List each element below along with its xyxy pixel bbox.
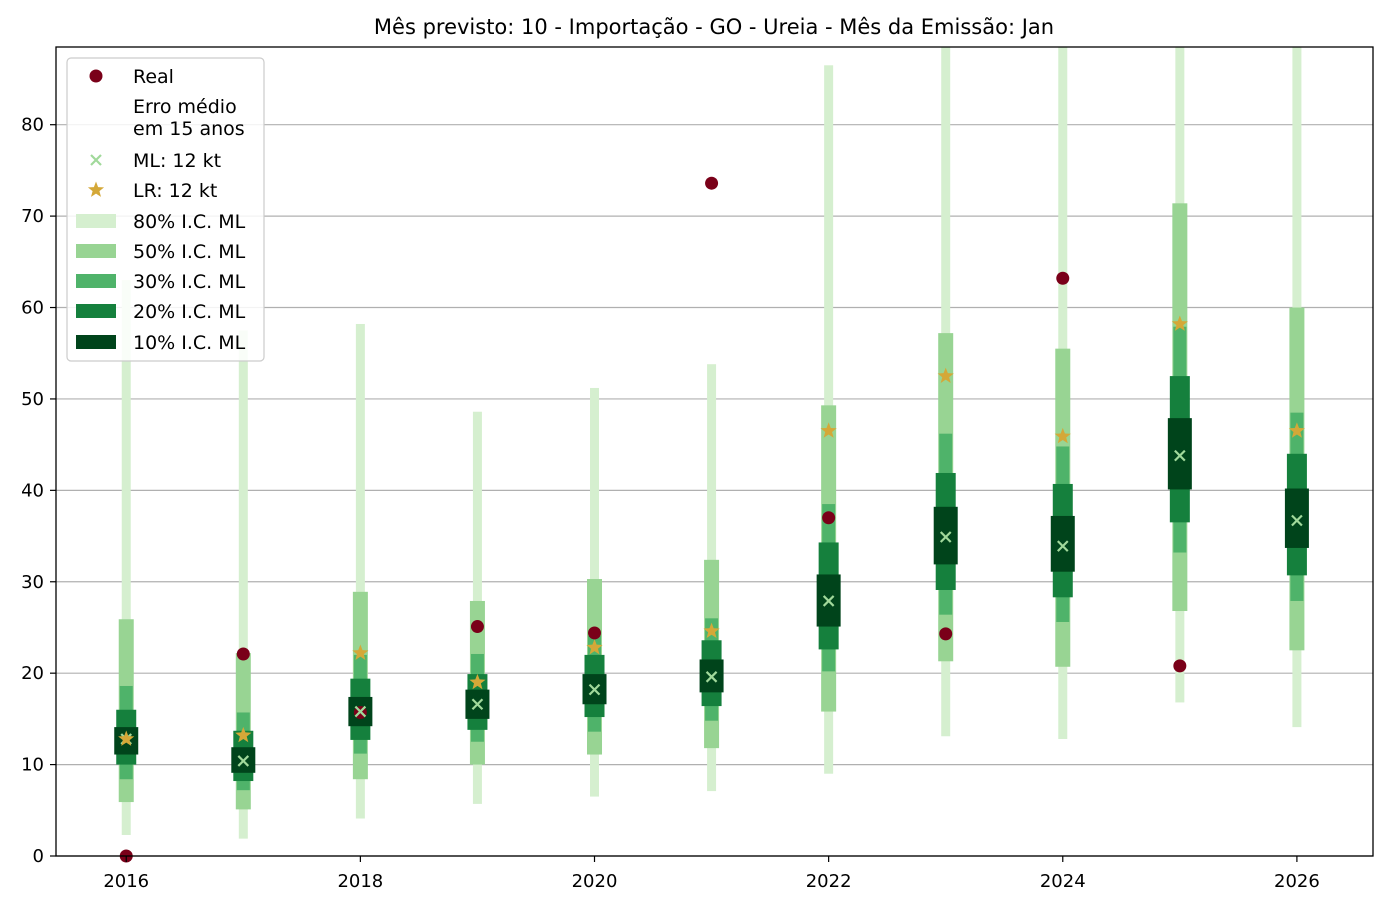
interval-1-2017	[238, 330, 248, 839]
point-star-2021	[703, 622, 720, 638]
plot-frame	[55, 46, 1374, 857]
point-star-2017	[235, 726, 252, 743]
legend-marker-ml	[90, 154, 102, 166]
legend-marker-lr	[87, 181, 105, 197]
interval-1-2016	[121, 280, 131, 835]
y-tick-label: 10	[21, 755, 44, 776]
interval-bars	[114, 47, 1309, 839]
legend-label-interval-3: 30% I.C. ML	[133, 271, 246, 293]
x-tick-label: 2016	[103, 871, 149, 892]
point-star-2024	[1054, 427, 1071, 444]
legend-label-erro-2: em 15 anos	[133, 118, 245, 140]
x-tick-label: 2026	[1274, 871, 1320, 892]
x-tick-label: 2022	[806, 871, 852, 892]
point-x-2022	[822, 595, 835, 607]
legend-label-real: Real	[133, 66, 174, 88]
point-circle-2025	[1173, 659, 1187, 673]
y-axis: 0 10 20 30 40 50 60 70 80	[21, 115, 56, 867]
y-tick-label: 50	[21, 389, 44, 410]
legend-swatch-4	[76, 304, 116, 318]
point-star-2020	[586, 639, 603, 655]
point-star-2023	[937, 367, 954, 383]
point-circle-2019	[470, 620, 484, 634]
point-star-2016	[118, 730, 135, 746]
y-tick-label: 0	[33, 846, 44, 867]
legend-swatch-2	[76, 244, 116, 258]
data-markers	[118, 176, 1305, 863]
legend-label-interval-2: 50% I.C. ML	[133, 241, 246, 263]
y-tick-label: 30	[21, 572, 44, 593]
point-x-2019	[471, 698, 484, 711]
x-tick-label: 2018	[337, 871, 383, 892]
legend-label-interval-4: 20% I.C. ML	[133, 301, 246, 323]
point-star-2026	[1288, 422, 1305, 438]
interval-5-2026	[1284, 488, 1309, 548]
point-star-2018	[352, 644, 369, 660]
point-x-2026	[1291, 514, 1303, 527]
x-tick-label: 2020	[572, 871, 618, 892]
legend-label-lr: LR: 12 kt	[133, 180, 217, 202]
y-tick-label: 60	[21, 298, 44, 319]
legend-box	[66, 57, 265, 362]
point-circle-2024	[1056, 271, 1070, 285]
interval-1-2018	[355, 323, 365, 819]
point-star-2019	[469, 673, 486, 690]
point-x-2023	[939, 531, 952, 543]
point-circle-2021	[705, 176, 719, 190]
interval-5-2025	[1167, 418, 1192, 490]
point-circle-2020	[588, 626, 602, 640]
legend-label-ml: ML: 12 kt	[133, 150, 221, 172]
legend-label-erro-1: Erro médio	[133, 96, 237, 118]
legend-label-interval-5: 10% I.C. ML	[133, 332, 246, 354]
legend-swatch-1	[76, 214, 116, 228]
point-x-2018	[354, 705, 367, 718]
point-circle-2023	[939, 627, 953, 641]
chart-title: Mês previsto: 10 - Importação - GO - Ure…	[374, 15, 1054, 39]
x-tick-label: 2024	[1040, 871, 1086, 892]
legend-swatch-3	[76, 274, 116, 288]
point-x-2024	[1056, 540, 1069, 552]
point-circle-2017	[236, 647, 250, 661]
y-tick-label: 20	[21, 663, 44, 684]
point-star-2025	[1171, 315, 1188, 331]
point-star-2022	[820, 422, 837, 438]
legend-marker-real	[89, 69, 103, 83]
y-tick-label: 70	[21, 206, 44, 227]
point-x-2020	[588, 683, 601, 696]
legend-swatch-5	[76, 335, 116, 349]
point-x-2021	[705, 671, 718, 683]
interval-5-2024	[1050, 515, 1075, 572]
point-x-2017	[237, 755, 250, 767]
y-tick-label: 40	[21, 480, 44, 501]
legend-label-interval-1: 80% I.C. ML	[133, 211, 246, 233]
y-tick-label: 80	[21, 115, 44, 136]
point-x-2025	[1174, 449, 1186, 462]
x-axis: 2016 2018 2020 2022 2024 2026	[103, 856, 1320, 892]
point-circle-2022	[822, 511, 836, 525]
